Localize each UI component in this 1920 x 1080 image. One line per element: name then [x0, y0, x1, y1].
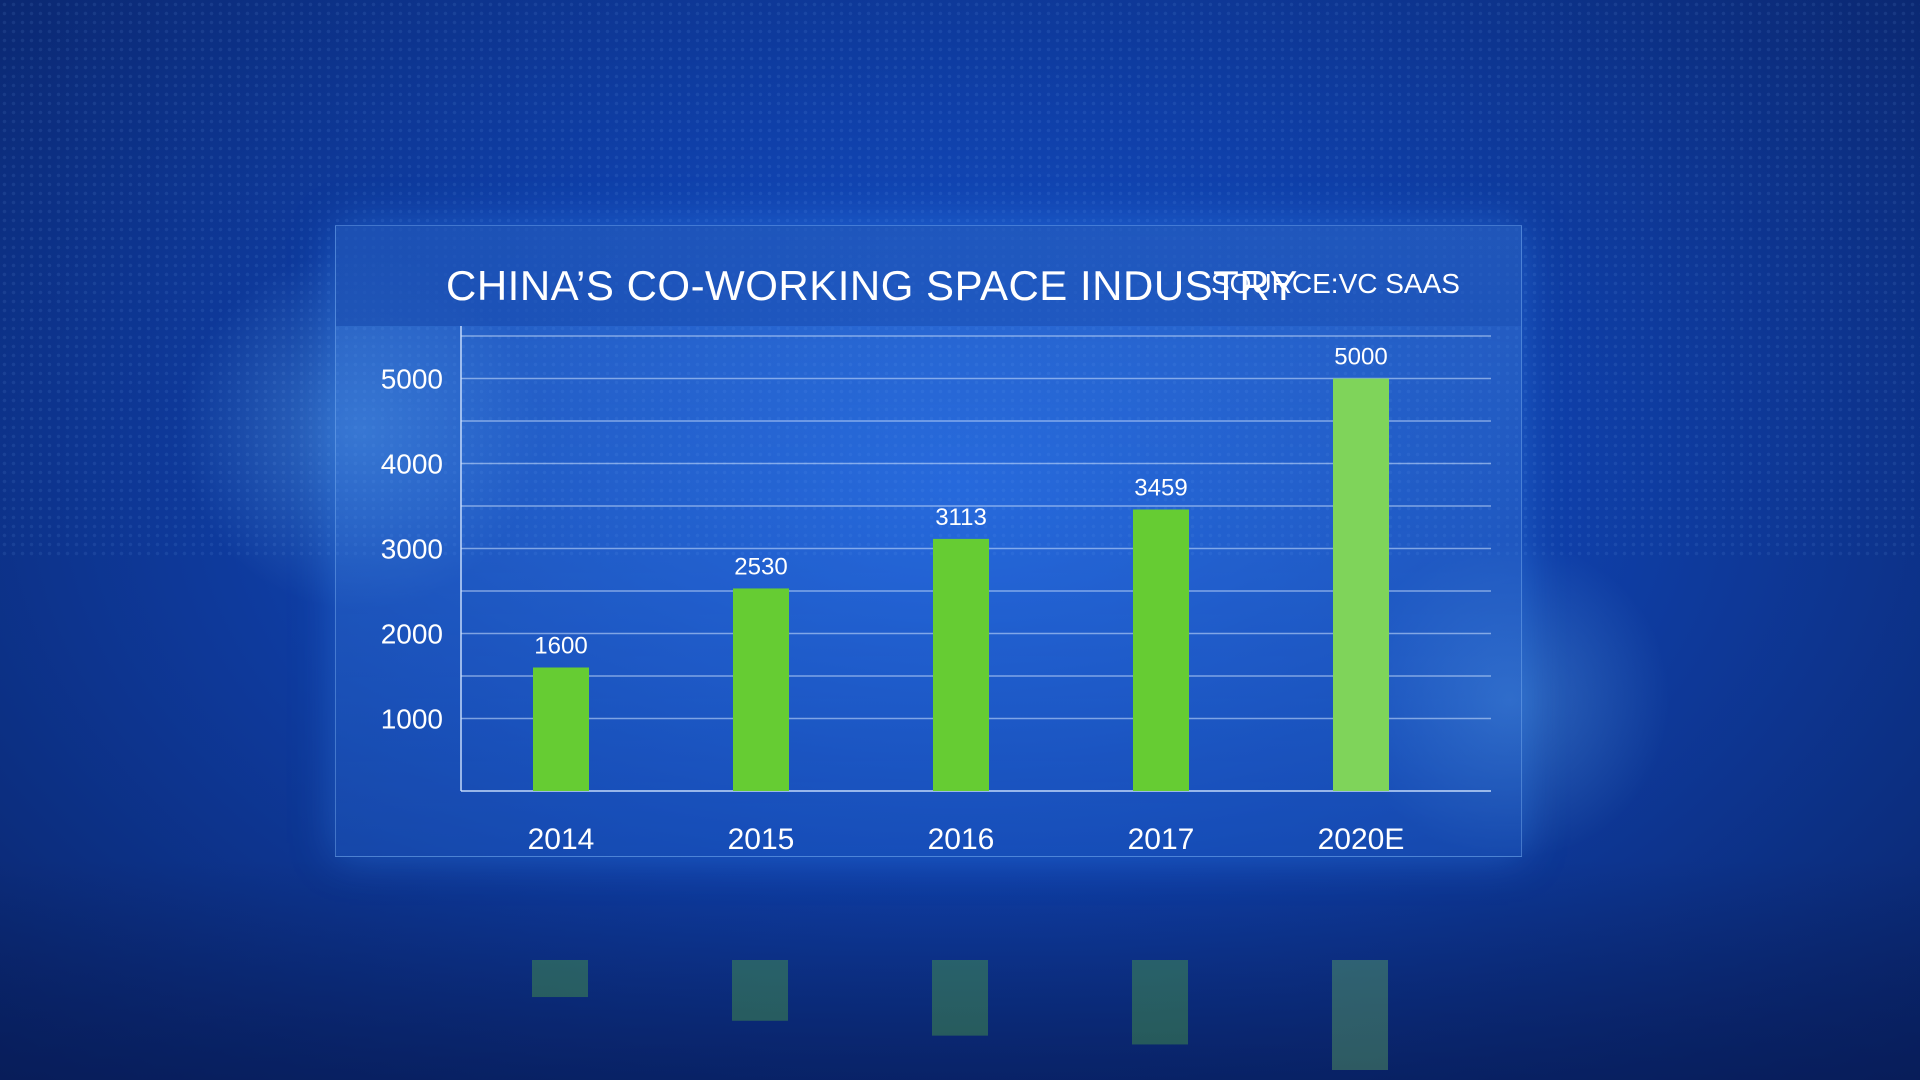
y-tick-label: 3000 [381, 534, 443, 565]
chart-reflection [532, 960, 1388, 1070]
chart-panel: CHINA’S CO-WORKING SPACE INDUSTRY SOURCE… [335, 225, 1522, 857]
x-tick-label: 2014 [528, 823, 595, 856]
bar [1333, 378, 1389, 791]
x-tick-label: 2015 [728, 823, 795, 856]
bar [533, 667, 589, 791]
y-tick-label: 5000 [381, 364, 443, 395]
x-tick-label: 2020E [1318, 823, 1405, 856]
bar [733, 588, 789, 791]
bar [933, 538, 989, 791]
x-tick-label: 2017 [1128, 823, 1195, 856]
bar-reflection [932, 960, 988, 1036]
data-label: 5000 [1334, 344, 1387, 371]
floor-gradient [0, 860, 1920, 1080]
y-tick-label: 4000 [381, 449, 443, 480]
bar-reflection [1332, 960, 1388, 1070]
data-label: 3459 [1134, 474, 1187, 501]
bar [1133, 509, 1189, 791]
data-label: 2530 [734, 553, 787, 580]
bar-reflection [532, 960, 588, 998]
data-label: 3113 [935, 504, 987, 531]
bar-reflection [1132, 960, 1188, 1045]
chart-title: CHINA’S CO-WORKING SPACE INDUSTRY [446, 262, 1298, 309]
y-tick-label: 2000 [381, 619, 443, 650]
y-tick-label: 1000 [381, 704, 443, 735]
data-label: 1600 [534, 633, 587, 660]
title-bar: CHINA’S CO-WORKING SPACE INDUSTRY SOURCE… [336, 226, 1521, 326]
bar-chart: 1000 2000 3000 4000 5000 1600 2014 2530 2015 3113… [381, 326, 1491, 856]
bar-reflection [732, 960, 788, 1021]
chart-source: SOURCE:VC SAAS [1211, 268, 1460, 299]
x-tick-label: 2016 [928, 823, 995, 856]
